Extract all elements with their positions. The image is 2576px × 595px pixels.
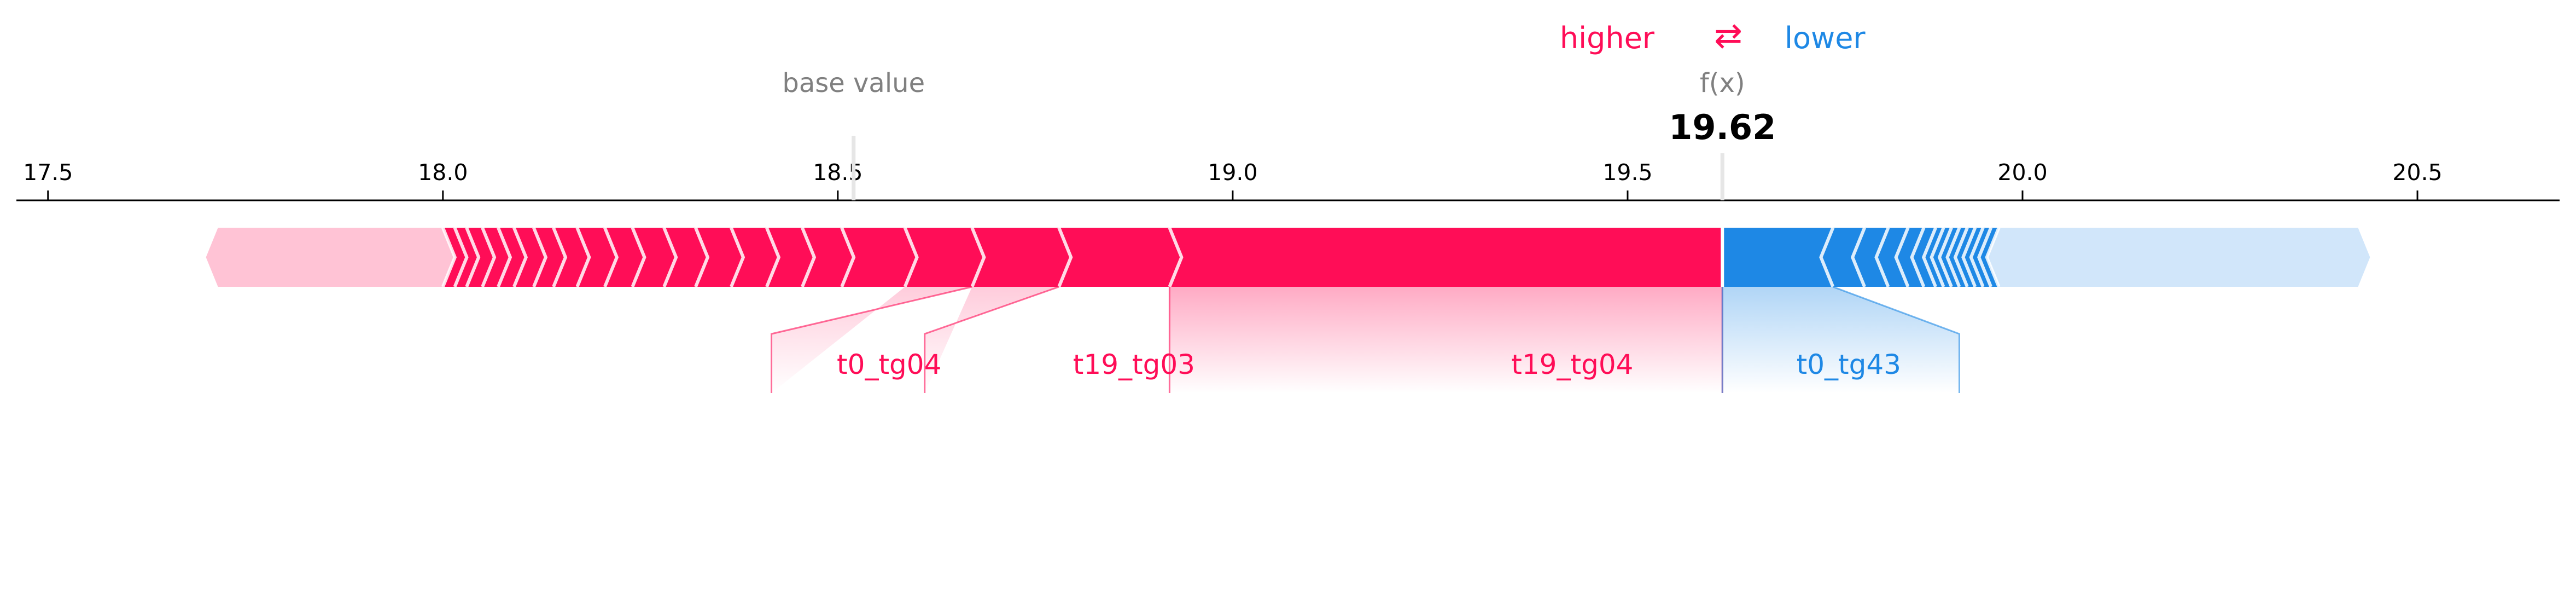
positive-chevron bbox=[1168, 227, 1184, 288]
feature-label: t0_tg04 bbox=[837, 349, 941, 380]
negative-chevron bbox=[1977, 227, 1993, 288]
negative-chevron bbox=[1819, 227, 1835, 288]
x-tick-label: 17.5 bbox=[23, 159, 73, 186]
positive-chevron bbox=[481, 227, 497, 288]
legend-swap-icon: ⇄ bbox=[1714, 15, 1742, 55]
feature-label: t19_tg04 bbox=[1511, 349, 1633, 380]
positive-chevron bbox=[840, 227, 856, 288]
positive-chevron bbox=[631, 227, 646, 288]
negative-chevron bbox=[1969, 227, 1985, 288]
base-value-label: base value bbox=[782, 68, 925, 99]
negative-chevron bbox=[1953, 227, 1969, 288]
negative-chevron bbox=[1937, 227, 1953, 288]
positive-chevron bbox=[441, 227, 457, 288]
fx-label: f(x) bbox=[1700, 68, 1745, 99]
x-tick-label: 20.0 bbox=[1997, 159, 2047, 186]
feature-labels: t0_tg04 t19_tg03 t19_tg04 t0_tg43 bbox=[837, 349, 1901, 380]
positive-chevron bbox=[801, 227, 817, 288]
negative-chevron bbox=[1894, 227, 1910, 288]
feature-shade bbox=[1169, 287, 1723, 393]
negative-chevron bbox=[1921, 227, 1937, 288]
positive-chevron bbox=[970, 227, 986, 288]
negative-faded-region bbox=[1986, 228, 2370, 287]
positive-chevron bbox=[512, 227, 528, 288]
feature-connectors bbox=[771, 286, 1960, 393]
positive-chevron bbox=[532, 227, 548, 288]
positive-chevron bbox=[903, 227, 919, 288]
positive-chevron bbox=[552, 227, 568, 288]
x-tick-label: 19.0 bbox=[1208, 159, 1257, 186]
feature-shade bbox=[924, 287, 1059, 393]
x-tick-label: 18.0 bbox=[418, 159, 468, 186]
feature-connector bbox=[1832, 286, 1960, 393]
positive-chevron bbox=[575, 227, 591, 288]
legend-higher: higher bbox=[1560, 21, 1655, 55]
positive-chevron bbox=[1057, 227, 1073, 288]
feature-connector bbox=[924, 286, 1059, 393]
x-tick-label: 20.5 bbox=[2392, 159, 2442, 186]
negative-chevron bbox=[1874, 227, 1890, 288]
feature-shade bbox=[771, 287, 972, 393]
force-bars bbox=[206, 227, 2370, 288]
positive-chevron bbox=[694, 227, 710, 288]
x-axis-ticks: 17.5 18.0 18.5 19.0 19.5 20.0 20.5 bbox=[23, 159, 2443, 200]
positive-chevron bbox=[603, 227, 619, 288]
positive-bar bbox=[442, 228, 1723, 287]
negative-chevron bbox=[1850, 227, 1866, 288]
positive-faded-region bbox=[206, 228, 455, 287]
negative-chevron bbox=[1945, 227, 1961, 288]
feature-shade bbox=[1722, 287, 1960, 393]
x-tick-label: 19.5 bbox=[1602, 159, 1652, 186]
positive-chevron bbox=[497, 227, 512, 288]
feature-connector bbox=[771, 286, 972, 393]
positive-chevron bbox=[662, 227, 678, 288]
negative-chevron bbox=[1985, 227, 2001, 288]
positive-chevron bbox=[730, 227, 745, 288]
feature-label: t19_tg03 bbox=[1073, 349, 1195, 380]
negative-chevron bbox=[1961, 227, 1977, 288]
positive-chevron bbox=[453, 227, 469, 288]
value-markers bbox=[852, 136, 1724, 287]
legend-lower: lower bbox=[1785, 21, 1866, 55]
output-value-label: 19.62 bbox=[1669, 107, 1776, 147]
positive-chevron bbox=[465, 227, 481, 288]
feature-label: t0_tg43 bbox=[1797, 349, 1901, 380]
negative-chevron bbox=[1910, 227, 1926, 288]
negative-chevron bbox=[1930, 227, 1945, 288]
positive-chevron bbox=[765, 227, 781, 288]
